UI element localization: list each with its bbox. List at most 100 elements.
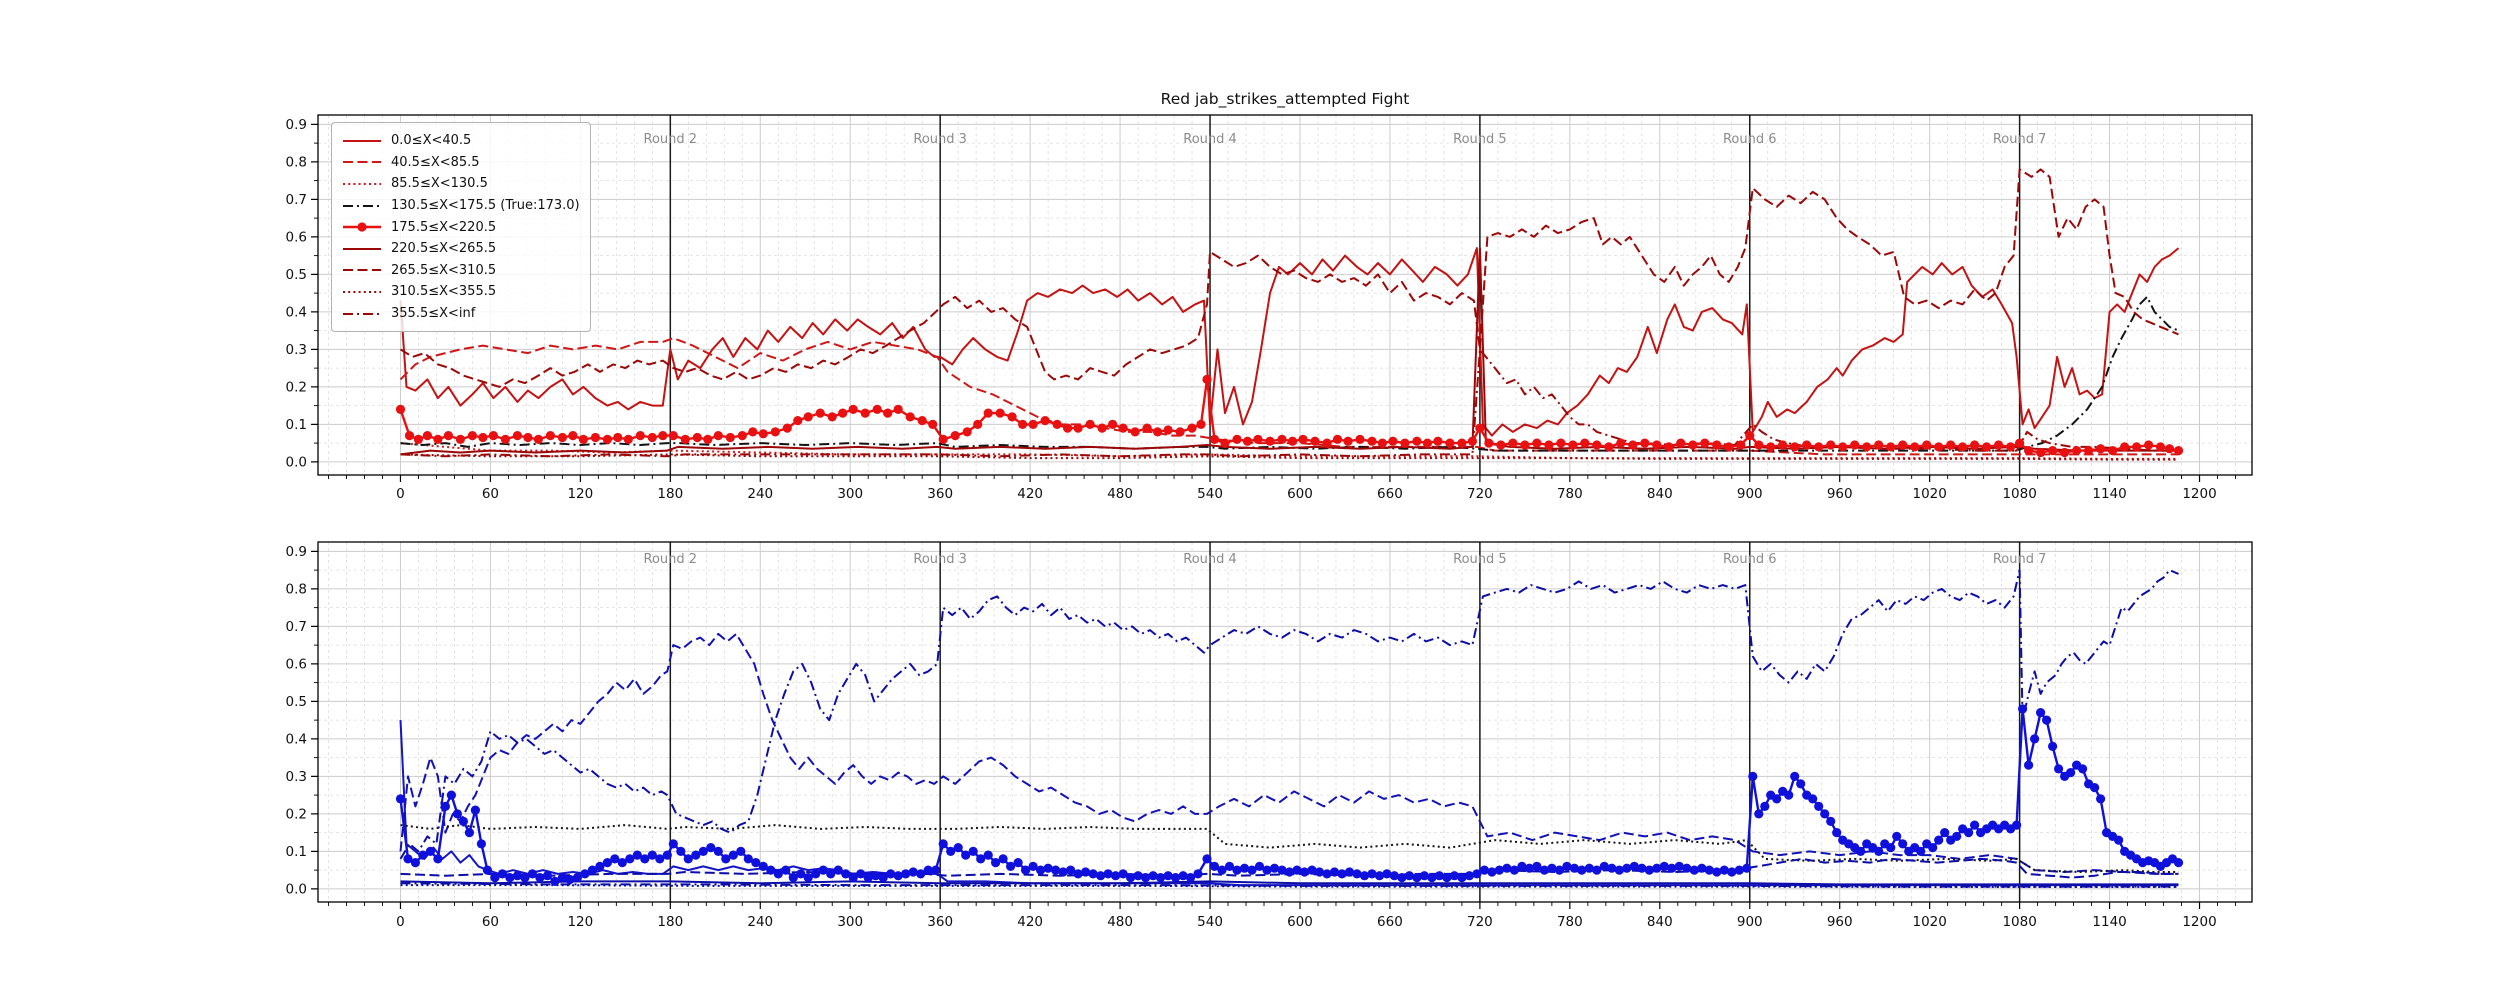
series-marker-dot [2030,734,2040,744]
series-marker-dot [931,865,941,875]
series-marker-dot [766,865,776,875]
blue-fight-chart: Blue jab_strikes_attempted Fight Round 2… [0,500,2500,1000]
x-tick-label: 1200 [2182,914,2216,930]
series-marker-dot [668,431,678,441]
series-marker-dot [751,858,761,868]
series-marker-dot [1616,438,1626,448]
series-marker-dot [683,854,693,864]
series-marker-dot [1508,438,1518,448]
series-marker-dot [557,432,568,443]
series-marker-dot [1689,865,1699,875]
series-marker-dot [1040,416,1050,426]
series-marker-dot [1832,828,1842,838]
series-marker-dot [2114,835,2124,845]
series-marker-dot [1389,871,1399,881]
series-marker-dot [737,431,747,441]
x-tick-label: 540 [1197,914,1223,930]
series-marker-dot [1604,442,1614,452]
series-marker-dot [743,854,753,864]
series-line-solid [400,880,2179,886]
series-marker-dot [1298,434,1308,444]
series-marker-dot [860,408,870,418]
y-tick-label: 0.8 [286,581,307,597]
series-marker-dot [692,432,702,443]
y-tick-label: 0.7 [286,192,307,208]
legend-entry: 40.5≤X<85.5 [341,152,580,174]
legend-entry-label: 130.5≤X<175.5 (True:173.0) [391,198,580,214]
series-marker-dot [1419,871,1429,881]
series-marker-dot [1628,440,1638,450]
x-tick-label: 60 [482,914,499,930]
series-marker-dot [1284,867,1295,877]
series-marker-dot [1916,846,1926,856]
series-marker-dot [1520,440,1530,450]
x-tick-label: 60 [482,486,499,500]
x-tick-label: 660 [1377,914,1403,930]
series-marker-dot [1036,865,1046,875]
x-tick-label: 1080 [2002,486,2036,500]
x-tick-label: 720 [1467,914,1493,930]
series-marker-dot [953,843,963,853]
series-marker-dot [550,876,560,886]
series-marker-dot [1007,412,1017,422]
legend-entry-label: 355.5≤X<inf [391,306,476,322]
series-marker-dot [691,850,701,860]
legend-entry: 85.5≤X<130.5 [341,173,580,195]
series-marker-dot [938,434,948,444]
legend-line-sample-solid [343,222,381,232]
x-tick-label: 1020 [1912,914,1946,930]
series-marker-dot [1377,438,1387,448]
series-marker-dot [2042,715,2052,725]
series-marker-dot [1637,863,1647,873]
series-marker-dot [1479,865,1489,875]
series-marker-dot [938,839,948,849]
series-marker-dot [1232,434,1242,444]
series-marker-dot [1171,873,1181,883]
x-tick-label: 840 [1647,486,1673,500]
series-marker-dot [1175,427,1185,437]
series-marker-dot [1622,863,1632,873]
series-marker-dot [1322,438,1332,448]
series-marker-dot [640,854,650,864]
x-tick-label: 960 [1827,486,1853,500]
series-marker-dot [1343,436,1353,446]
series-marker-dot [1088,869,1098,879]
series-marker-dot [1108,419,1118,429]
series-marker-dot [1051,865,1061,875]
series-marker-dot [1826,816,1836,826]
series-marker-dot [1475,423,1485,433]
series-marker-dot [557,873,568,883]
series-marker-dot [1712,440,1722,450]
legend-line-sample-dashed [343,269,381,272]
series-marker-dot [497,869,507,879]
series-marker-dot [803,412,813,422]
legend-entry-label: 0.0≤X<40.5 [391,133,472,149]
series-marker-dot [512,431,523,441]
series-marker-dot [590,432,601,443]
series-marker-dot [863,873,873,883]
series-marker-dot [1352,869,1362,879]
x-tick-label: 780 [1557,914,1583,930]
x-tick-label: 660 [1377,486,1403,500]
series-marker-dot [815,408,825,418]
series-marker-dot [2164,444,2175,454]
series-marker-dot [2096,444,2106,454]
x-tick-label: 240 [747,486,773,500]
series-marker-dot [2090,783,2100,793]
series-marker-dot [1599,861,1609,871]
x-tick-label: 180 [657,486,683,500]
series-marker-dot [512,871,523,881]
y-tick-label: 0.9 [286,117,307,133]
series-marker-dot [458,816,468,826]
x-tick-label: 480 [1107,914,1133,930]
series-marker-dot [635,431,645,441]
round-label: Round 5 [1453,132,1507,147]
series-marker-dot [1232,865,1242,875]
series-line-dotted [400,453,2179,461]
series-marker-dot [613,432,623,443]
series-marker-dot [1103,869,1113,879]
series-marker-dot [713,431,723,441]
series-marker-dot [1772,794,1782,804]
series-marker-dot [565,874,575,885]
round-label: Round 3 [913,552,967,567]
